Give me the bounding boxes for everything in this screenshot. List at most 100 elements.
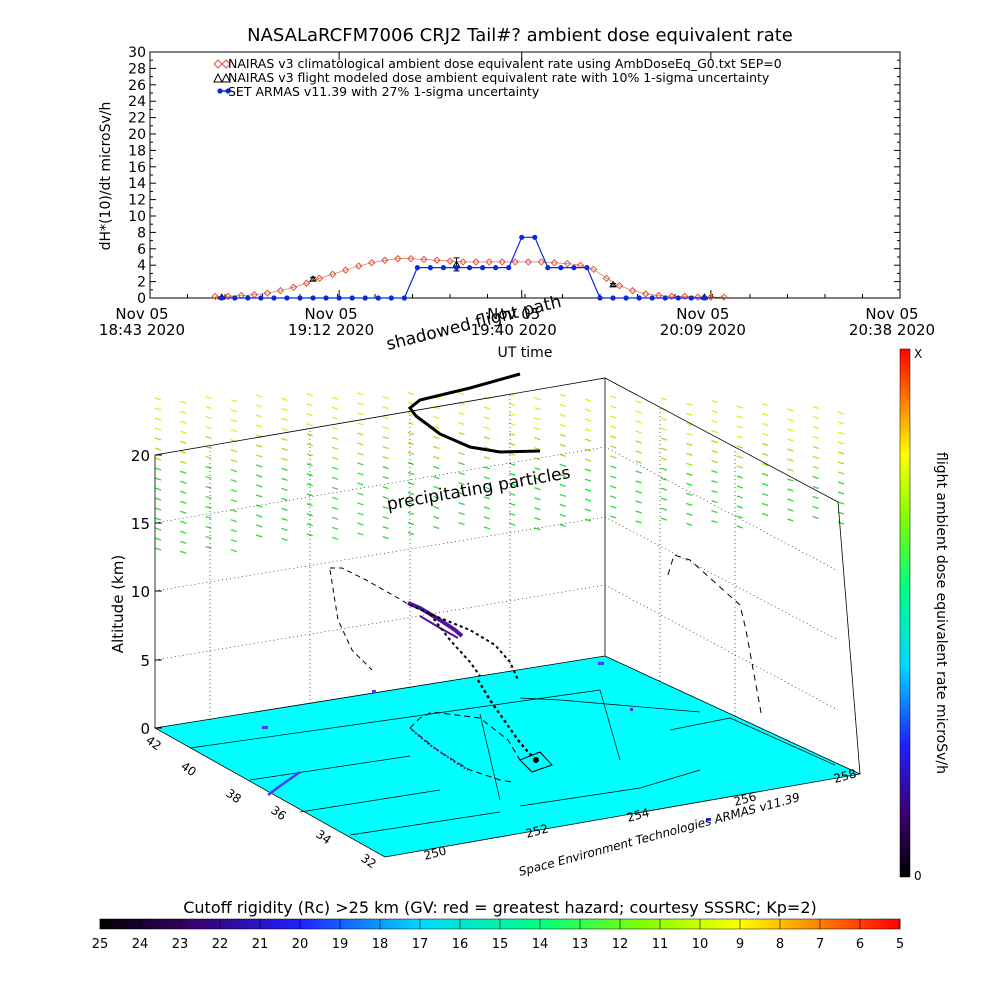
rigidity-tick-label: 18 — [372, 937, 389, 952]
particle-dash — [458, 451, 465, 456]
particle-dash — [761, 502, 769, 507]
particle-dash — [154, 467, 162, 471]
gridline — [154, 446, 839, 572]
particle-dash — [686, 462, 693, 466]
particle-dash — [255, 424, 263, 428]
particle-dash — [711, 460, 718, 464]
particle-dash — [281, 517, 288, 521]
latitude-tick-label: 40 — [178, 759, 199, 779]
particle-dash — [458, 431, 465, 436]
particle-dash — [610, 475, 617, 479]
particle-dash — [331, 476, 339, 480]
ground-scatter — [262, 662, 711, 821]
data-point-diamond — [707, 293, 715, 301]
particle-dash — [660, 457, 668, 461]
gridline — [154, 584, 839, 711]
particle-dash — [711, 410, 718, 414]
particle-dash — [458, 421, 465, 426]
particle-dash — [660, 467, 668, 471]
y-tick-label: 30 — [128, 45, 146, 61]
particle-dash — [230, 539, 238, 543]
particle-dash — [761, 492, 769, 497]
data-point-dot — [284, 295, 290, 301]
particle-dash — [180, 400, 187, 404]
particle-dash — [382, 516, 389, 520]
particle-dash — [154, 407, 162, 411]
series-armas — [219, 234, 707, 301]
ground-trail — [267, 770, 301, 796]
particle-dash — [837, 421, 845, 425]
flight-shadow-left-wall — [329, 569, 373, 671]
particle-dash — [812, 495, 819, 500]
particle-dash — [534, 447, 541, 451]
latitude-tick-label: 32 — [358, 851, 379, 871]
particle-dash — [787, 478, 794, 482]
particle-dash — [736, 445, 744, 449]
particle-dash — [230, 469, 238, 473]
data-point-diamond — [341, 266, 350, 274]
particle-dash — [761, 432, 769, 437]
particle-dash — [281, 447, 288, 451]
particle-dash — [812, 405, 819, 410]
particle-dash — [812, 445, 819, 450]
legend-label: NAIRAS v3 flight modeled dose ambient eq… — [228, 70, 770, 85]
data-point-diamond — [537, 258, 546, 266]
particle-dash — [610, 425, 617, 429]
particle-dash — [837, 481, 845, 485]
particle-dash — [711, 520, 718, 524]
particle-dash — [331, 506, 339, 510]
particle-dash — [787, 438, 794, 442]
y-tick-label: 26 — [128, 78, 146, 94]
data-point-dot — [258, 295, 264, 301]
boundary-line — [479, 713, 501, 801]
particle-dash — [255, 474, 263, 478]
rigidity-colorbar-title: Cutoff rigidity (Rc) >25 km (GV: red = g… — [183, 898, 817, 917]
particle-dash — [761, 482, 769, 487]
particle-dash — [180, 520, 187, 524]
longitude-ticks: 250 252 254 256 258 — [422, 766, 858, 862]
particle-dash — [306, 483, 313, 487]
particle-dash — [660, 517, 668, 521]
dose-colorbar-bottom-label: 0 — [914, 869, 922, 883]
particle-dash — [205, 535, 212, 540]
particle-dash — [230, 449, 238, 453]
particle-dash — [230, 549, 238, 553]
data-point-triangle — [609, 280, 617, 288]
particle-dash — [382, 436, 389, 440]
particle-dash — [711, 430, 718, 434]
data-point-dot — [375, 295, 381, 301]
dose-rate-timeseries: NASALaRCFM7006 CRJ2 Tail#? ambient dose … — [98, 25, 935, 361]
particle-dash — [357, 502, 364, 506]
flight-shadow-floor — [409, 711, 521, 761]
destination-dot — [533, 757, 539, 763]
altitude-tick-label: 15 — [131, 515, 150, 533]
data-point-diamond — [276, 286, 285, 295]
x-tick-label-time: 20:09 2020 — [660, 321, 746, 339]
particle-dash — [180, 410, 187, 414]
data-point-dot — [466, 265, 473, 271]
particle-dash — [508, 512, 516, 516]
particle-dash — [508, 432, 516, 436]
particle-dash — [812, 425, 819, 430]
particle-dash — [711, 440, 718, 444]
data-point-dot — [649, 295, 655, 301]
particle-dash — [357, 452, 364, 456]
data-point-diamond — [550, 259, 559, 267]
particle-dash — [433, 435, 440, 440]
particle-dash — [711, 400, 718, 404]
particle-dash — [610, 495, 617, 499]
data-point-triangle — [309, 275, 317, 282]
particle-dash — [357, 532, 364, 536]
particle-dash — [154, 527, 162, 531]
particle-dash — [281, 487, 288, 491]
altitude-tick-label: 0 — [140, 720, 150, 738]
particle-dash — [559, 493, 566, 497]
data-point-dot — [480, 265, 486, 271]
boundary-line — [669, 717, 836, 766]
y-tick-label: 2 — [137, 275, 146, 291]
particle-dash — [559, 433, 566, 437]
particle-dash — [635, 430, 642, 434]
particle-dash — [559, 443, 566, 447]
particle-dash — [534, 427, 541, 431]
particle-dash — [711, 420, 718, 424]
